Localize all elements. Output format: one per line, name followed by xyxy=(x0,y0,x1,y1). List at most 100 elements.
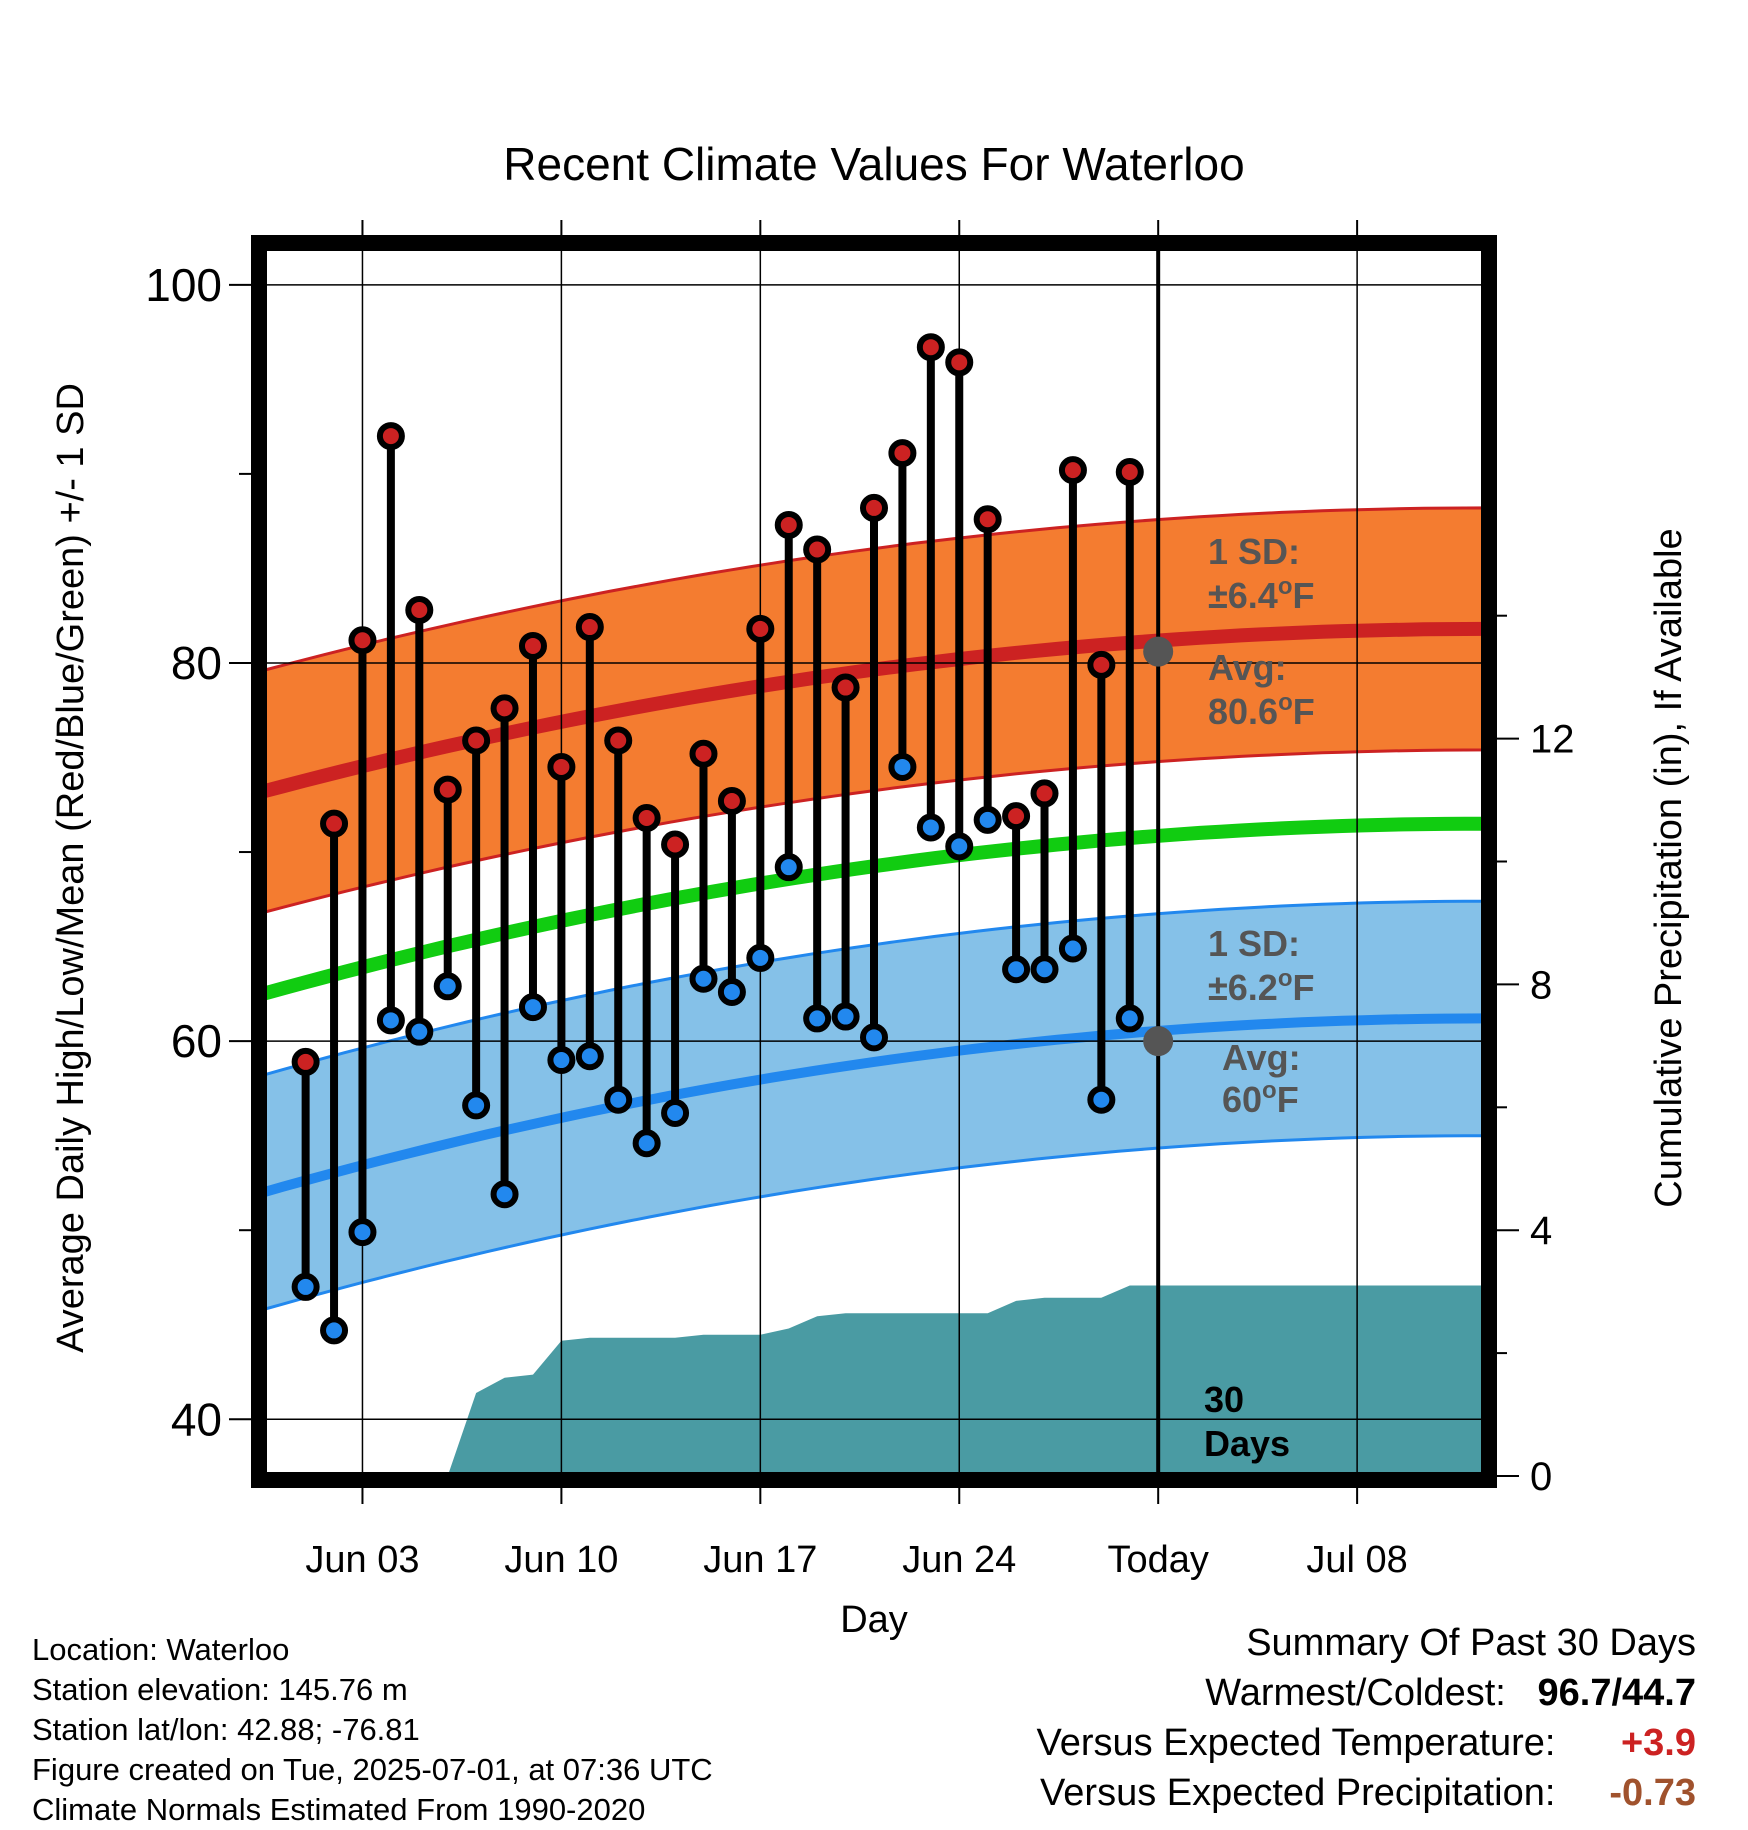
y-axis-label: Average Daily High/Low/Mean (Red/Blue/Gr… xyxy=(50,383,92,1353)
daily-high-point xyxy=(689,739,718,768)
daily-high-point xyxy=(831,673,860,702)
summary-heading: Summary Of Past 30 Days xyxy=(1246,1622,1696,1664)
daily-high-point xyxy=(405,596,434,625)
plot-frame xyxy=(251,235,1497,1488)
daily-high-point xyxy=(462,726,491,755)
daily-low-point xyxy=(661,1098,690,1127)
daily-high-point xyxy=(632,804,661,833)
daily-low-point xyxy=(1002,955,1031,984)
daily-low-point xyxy=(490,1180,519,1209)
daily-low-point xyxy=(774,853,803,882)
daily-low-point xyxy=(604,1085,633,1114)
x-tick-label: Jun 17 xyxy=(703,1539,817,1581)
daily-low-point xyxy=(575,1042,604,1071)
daily-low-point xyxy=(376,1006,405,1035)
daily-high-point xyxy=(916,333,945,362)
station-location: Location: Waterloo xyxy=(32,1632,290,1667)
daily-high-point xyxy=(433,775,462,804)
window-label-count: 30 xyxy=(1204,1379,1244,1420)
low-avg-label: Avg: xyxy=(1222,1037,1301,1078)
daily-low-point xyxy=(547,1046,576,1075)
window-label-unit: Days xyxy=(1204,1423,1290,1464)
high-avg-label: Avg: xyxy=(1208,647,1287,688)
station-latlon: Station lat/lon: 42.88; -76.81 xyxy=(32,1712,420,1747)
daily-high-point xyxy=(575,613,604,642)
chart-title: Recent Climate Values For Waterloo xyxy=(503,138,1244,190)
y-tick-label: 80 xyxy=(171,637,222,689)
daily-low-point xyxy=(1115,1004,1144,1033)
warm-cold-label: Warmest/Coldest: xyxy=(1205,1672,1506,1714)
daily-low-point xyxy=(803,1004,832,1033)
daily-low-point xyxy=(916,813,945,842)
y2-tick-label: 8 xyxy=(1530,963,1552,1007)
daily-low-point xyxy=(518,993,547,1022)
daily-high-point xyxy=(860,493,888,522)
temp-value: +3.9 xyxy=(1620,1722,1696,1764)
daily-high-point xyxy=(1058,456,1087,485)
daily-high-point xyxy=(291,1047,320,1076)
summary-temp: Versus Expected Temperature: +3.9 xyxy=(1037,1722,1696,1772)
daily-low-point xyxy=(462,1091,491,1120)
daily-high-point xyxy=(604,726,633,755)
daily-high-point xyxy=(348,626,377,655)
low-avg-marker xyxy=(1143,1026,1174,1057)
daily-high-point xyxy=(1087,650,1116,679)
daily-high-point xyxy=(973,505,1002,534)
y2-axis-label: Cumulative Precipitation (in), If Availa… xyxy=(1648,528,1690,1207)
daily-low-point xyxy=(348,1218,377,1247)
daily-low-point xyxy=(320,1316,349,1345)
low-avg-value: 60oF xyxy=(1222,1077,1299,1120)
daily-low-point xyxy=(632,1129,661,1158)
daily-high-point xyxy=(888,439,917,468)
low-sd-label: 1 SD: xyxy=(1208,923,1300,964)
daily-low-point xyxy=(831,1002,860,1031)
daily-low-point xyxy=(405,1017,434,1046)
daily-high-point xyxy=(1115,458,1144,487)
daily-low-point xyxy=(689,964,718,993)
daily-high-point xyxy=(490,694,519,723)
daily-low-point xyxy=(433,972,462,1001)
daily-low-point xyxy=(945,832,974,861)
low-sd-value: ±6.2oF xyxy=(1208,965,1314,1008)
y2-tick-label: 0 xyxy=(1530,1455,1552,1499)
precip-value: -0.73 xyxy=(1609,1772,1696,1814)
x-tick-label: Jun 10 xyxy=(504,1539,618,1581)
y2-tick-label: 12 xyxy=(1530,718,1575,762)
station-elevation: Station elevation: 145.76 m xyxy=(32,1672,408,1707)
x-axis-label: Day xyxy=(840,1599,908,1641)
y2-tick-label: 4 xyxy=(1530,1209,1552,1253)
daily-low-point xyxy=(717,977,746,1006)
high-sd-value: ±6.4oF xyxy=(1208,573,1314,616)
daily-high-point xyxy=(774,510,803,539)
daily-high-point xyxy=(320,809,349,838)
daily-low-point xyxy=(1058,934,1087,963)
high-sd-label: 1 SD: xyxy=(1208,531,1300,572)
temp-label: Versus Expected Temperature: xyxy=(1036,1722,1556,1764)
summary-precip: Versus Expected Precipitation: -0.73 xyxy=(1037,1772,1696,1822)
summary-panel: Summary Of Past 30 Days Warmest/Coldest:… xyxy=(1037,1622,1696,1822)
normals-period: Climate Normals Estimated From 1990-2020 xyxy=(32,1792,646,1827)
low-avg-line xyxy=(261,1013,1486,1198)
daily-high-point xyxy=(547,752,576,781)
daily-high-point xyxy=(1002,802,1031,831)
daily-high-point xyxy=(376,422,405,451)
daily-high-point xyxy=(661,830,690,859)
x-tick-label: Jun 24 xyxy=(902,1539,1016,1581)
daily-low-point xyxy=(746,943,775,972)
daily-high-point xyxy=(518,631,547,660)
x-tick-label: Jul 08 xyxy=(1306,1539,1407,1581)
x-tick-label: Today xyxy=(1107,1539,1208,1581)
daily-high-point xyxy=(1030,779,1059,808)
daily-low-point xyxy=(1087,1085,1116,1114)
high-avg-value: 80.6oF xyxy=(1208,689,1315,732)
daily-low-point xyxy=(291,1272,320,1301)
high-avg-marker xyxy=(1143,636,1174,667)
daily-high-point xyxy=(717,786,746,815)
station-info: Location: Waterloo Station elevation: 14… xyxy=(32,1630,713,1830)
daily-low-point xyxy=(1030,955,1059,984)
precip-label: Versus Expected Precipitation: xyxy=(1040,1772,1556,1814)
summary-warm-cold: Warmest/Coldest: 96.7/44.7 xyxy=(1037,1672,1696,1722)
daily-high-point xyxy=(803,535,832,564)
daily-low-point xyxy=(860,1023,888,1052)
